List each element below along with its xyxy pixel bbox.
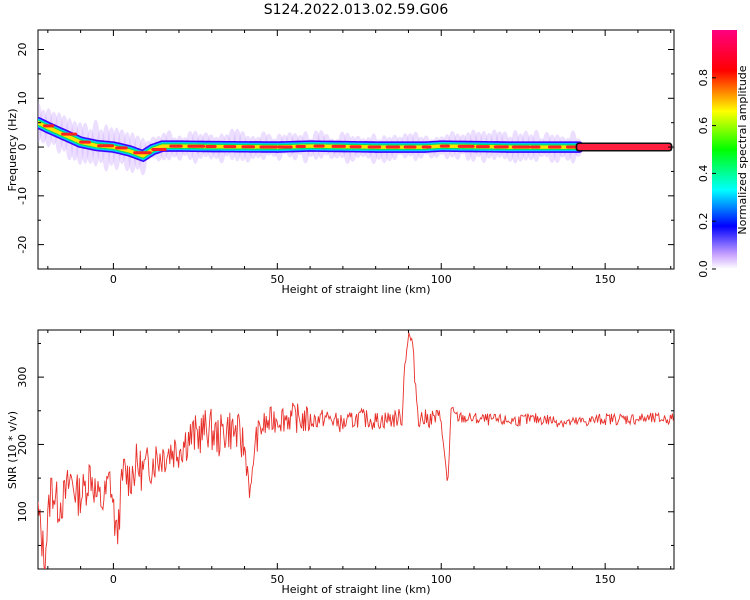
spectrogram-x-tick-label: 100 (431, 273, 452, 286)
spectrogram-x-tick-label: 50 (270, 273, 284, 286)
spectrogram-y-tick-label: 0 (16, 144, 29, 151)
spectrogram-x-tick-label: 150 (595, 273, 616, 286)
snr-y-tick-label: 100 (16, 501, 29, 522)
spectrogram-y-axis-label: Frequency (Hz) (6, 109, 19, 192)
spectrogram-y-tick-label: 10 (16, 91, 29, 105)
colorbar-gradient (712, 30, 737, 269)
snr-x-axis-label: Height of straight line (km) (281, 583, 430, 596)
snr-x-tick-label: 50 (270, 573, 284, 586)
snr-series-line (38, 332, 674, 569)
snr-x-tick-label: 100 (431, 573, 452, 586)
snr-plot-area (37, 329, 675, 570)
spectrogram-x-tick-label: 0 (110, 273, 117, 286)
snr-y-axis-label: SNR (10 * v/v) (6, 411, 19, 489)
colorbar-tick-label: 0.8 (697, 69, 710, 87)
colorbar-tick-label: 0.2 (697, 212, 710, 230)
spectrogram-y-tick-label: -20 (16, 236, 29, 254)
spectrogram-x-axis-label: Height of straight line (km) (281, 283, 430, 296)
snr-y-tick-label: 200 (16, 434, 29, 455)
snr-y-tick-label: 300 (16, 367, 29, 388)
colorbar: 0.0 0.2 0.4 0.6 0.8 Normalized spectral ampl… (697, 30, 749, 278)
snr-x-tick-label: 150 (595, 573, 616, 586)
colorbar-label: Normalized spectral amplitude (736, 65, 749, 234)
snr-panel: 0 50 100 150 100 200 300 Height of straight l… (6, 329, 675, 596)
spectrogram-y-tick-label: 20 (16, 43, 29, 57)
colorbar-tick-label: 0.0 (697, 260, 710, 278)
snr-x-tick-label: 0 (110, 573, 117, 586)
colorbar-tick-label: 0.4 (697, 165, 710, 183)
page-title: S124.2022.013.02.59.G06 (264, 2, 449, 18)
spectrogram-y-tick-label: -10 (16, 187, 29, 205)
colorbar-tick-label: 0.6 (697, 117, 710, 135)
spectrogram-flat-band (577, 144, 671, 151)
